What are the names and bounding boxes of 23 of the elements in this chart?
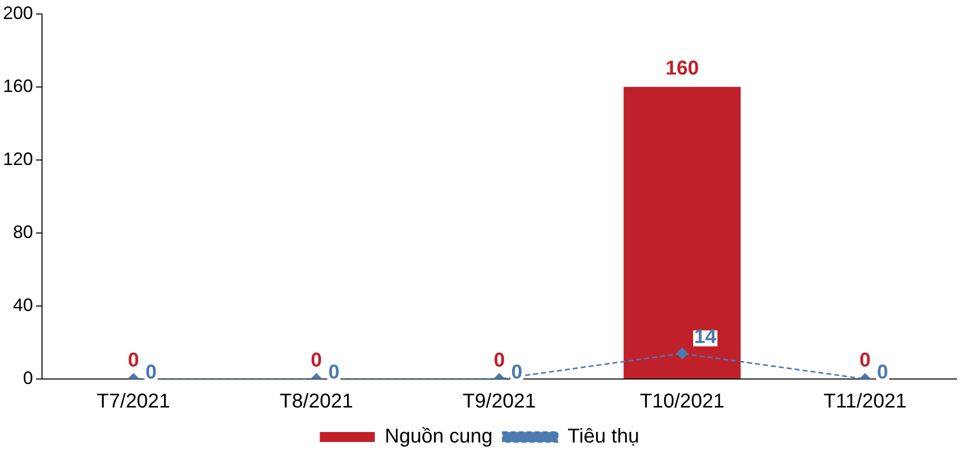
- x-tick-label: T7/2021: [96, 390, 170, 413]
- x-tick-label: T9/2021: [462, 390, 536, 413]
- y-tick-label: 80: [13, 222, 34, 242]
- data-label: 0: [328, 362, 340, 384]
- y-tick-label: 40: [13, 294, 34, 315]
- x-tick-label: T11/2021: [824, 390, 907, 413]
- data-label: 0: [128, 350, 140, 372]
- y-tick-label: 120: [2, 148, 34, 169]
- x-tick-label: T10/2021: [640, 390, 724, 413]
- data-label: 0: [310, 350, 322, 372]
- data-label: 0: [494, 350, 505, 372]
- legend-label: Tiêu thụ: [568, 426, 640, 448]
- y-tick-label: 200: [2, 2, 34, 23]
- legend-label: Nguồn cung: [384, 426, 493, 448]
- data-label: 0: [145, 362, 157, 384]
- x-tick-label: T8/2021: [280, 390, 354, 413]
- data-label: 14: [694, 326, 718, 348]
- y-tick-label: 160: [2, 76, 34, 96]
- data-label: 0: [511, 362, 522, 384]
- data-label: 160: [665, 57, 699, 80]
- data-label: 0: [859, 350, 871, 372]
- data-label: 0: [877, 362, 888, 384]
- y-tick-label: 0: [23, 368, 34, 388]
